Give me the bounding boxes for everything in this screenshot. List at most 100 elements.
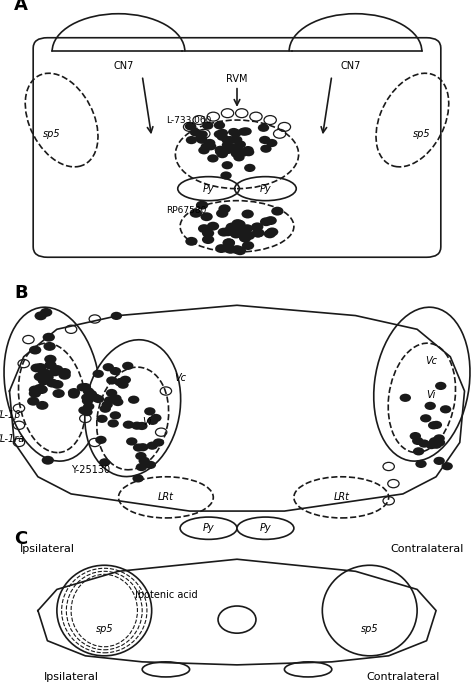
Text: sp5: sp5 (95, 624, 113, 634)
Circle shape (214, 130, 225, 139)
Circle shape (195, 134, 206, 142)
Circle shape (224, 145, 235, 154)
Circle shape (264, 229, 276, 238)
Circle shape (29, 386, 41, 394)
Circle shape (240, 128, 252, 136)
Circle shape (266, 228, 278, 237)
Circle shape (433, 434, 445, 442)
Circle shape (216, 209, 228, 218)
Circle shape (34, 363, 46, 372)
Circle shape (108, 419, 119, 427)
Circle shape (104, 397, 115, 405)
Circle shape (185, 237, 198, 246)
Circle shape (441, 462, 453, 471)
Circle shape (221, 227, 234, 236)
Circle shape (83, 388, 94, 396)
Circle shape (217, 129, 228, 137)
Text: CN7: CN7 (341, 60, 361, 71)
Circle shape (116, 378, 128, 386)
Circle shape (44, 342, 56, 351)
Circle shape (429, 437, 440, 445)
Circle shape (82, 397, 93, 405)
Circle shape (233, 153, 245, 161)
Circle shape (430, 438, 442, 446)
Circle shape (230, 230, 242, 239)
Circle shape (226, 227, 238, 236)
Circle shape (215, 145, 226, 154)
Circle shape (46, 379, 58, 388)
Ellipse shape (180, 517, 237, 539)
Circle shape (136, 463, 147, 471)
Circle shape (36, 370, 49, 379)
FancyBboxPatch shape (33, 38, 441, 257)
Circle shape (228, 128, 239, 136)
Circle shape (145, 461, 156, 469)
Circle shape (224, 245, 237, 254)
Circle shape (106, 389, 117, 397)
Circle shape (251, 222, 264, 231)
Circle shape (218, 228, 230, 237)
Circle shape (241, 209, 254, 218)
Text: Py: Py (260, 184, 271, 193)
Circle shape (252, 228, 264, 237)
Circle shape (95, 436, 107, 444)
Text: LRt: LRt (333, 493, 349, 502)
Circle shape (136, 422, 147, 430)
Circle shape (147, 416, 158, 425)
Circle shape (207, 154, 219, 163)
Circle shape (201, 212, 213, 221)
Circle shape (234, 246, 246, 255)
Text: sp5: sp5 (361, 624, 379, 634)
Circle shape (93, 395, 104, 403)
Text: Contralateral: Contralateral (390, 544, 463, 554)
Circle shape (222, 141, 233, 149)
Circle shape (114, 378, 126, 386)
Circle shape (138, 457, 150, 465)
Circle shape (196, 130, 208, 139)
Circle shape (412, 437, 423, 445)
Ellipse shape (57, 565, 152, 656)
Text: Ipsilateral: Ipsilateral (20, 544, 75, 554)
Circle shape (96, 415, 108, 423)
Circle shape (237, 226, 249, 235)
Circle shape (150, 414, 162, 422)
Circle shape (220, 146, 231, 154)
Circle shape (198, 224, 210, 233)
Circle shape (242, 146, 254, 154)
Circle shape (221, 136, 233, 144)
Circle shape (226, 222, 238, 231)
Circle shape (231, 245, 243, 254)
Circle shape (242, 241, 254, 250)
Circle shape (29, 346, 41, 355)
Circle shape (201, 143, 212, 151)
Text: CN7: CN7 (113, 60, 133, 71)
Circle shape (232, 143, 243, 152)
Text: C: C (14, 530, 27, 548)
Circle shape (42, 456, 54, 464)
Circle shape (415, 460, 427, 468)
Circle shape (205, 142, 216, 150)
Circle shape (202, 121, 213, 130)
Circle shape (126, 438, 137, 446)
Ellipse shape (237, 517, 294, 539)
Circle shape (233, 220, 246, 228)
Circle shape (58, 371, 71, 380)
Circle shape (59, 368, 71, 377)
Text: Vc: Vc (174, 372, 186, 383)
Circle shape (101, 401, 113, 409)
Circle shape (400, 394, 411, 402)
Circle shape (228, 223, 240, 232)
Ellipse shape (322, 565, 417, 656)
Circle shape (219, 204, 231, 213)
Circle shape (80, 383, 91, 391)
Circle shape (106, 377, 118, 385)
Circle shape (41, 372, 54, 381)
Ellipse shape (142, 662, 190, 677)
Circle shape (264, 216, 277, 225)
Circle shape (29, 389, 41, 398)
Circle shape (90, 394, 101, 402)
Circle shape (420, 414, 431, 423)
Circle shape (434, 457, 445, 465)
Circle shape (428, 421, 439, 429)
Circle shape (224, 136, 236, 144)
